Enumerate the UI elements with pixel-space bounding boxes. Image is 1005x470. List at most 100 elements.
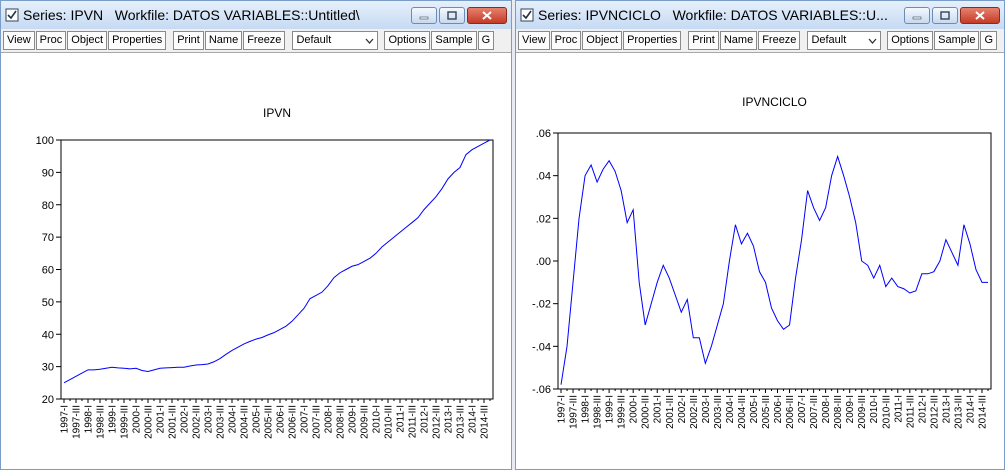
x-tick-label: 2000-I (132, 405, 143, 433)
icon-box (5, 8, 19, 22)
x-tick-label: 1998-III (593, 395, 604, 429)
toolbar-button[interactable]: G (980, 31, 997, 50)
button-group: Print Name Freeze (688, 31, 801, 50)
y-tick-label: 20 (42, 394, 54, 406)
x-tick-label: 2013-III (456, 405, 467, 439)
x-tick-label: 2004-I (725, 395, 736, 423)
icon-box (520, 8, 534, 22)
minimize-button[interactable] (904, 6, 930, 24)
x-tick-label: 2013-III (953, 395, 964, 429)
x-tick-label: 2003-I (701, 395, 712, 423)
y-tick-label: -.02 (532, 299, 551, 311)
dropdown-value: Default (811, 34, 847, 46)
x-tick-label: 2011-III (408, 405, 419, 438)
series-window: Series: IPVN Workfile: DATOS VARIABLES::… (0, 0, 512, 470)
view-dropdown[interactable]: Default (292, 31, 379, 50)
glyph (447, 10, 457, 20)
toolbar-button[interactable]: Object (582, 31, 623, 50)
toolbar: View Proc Object Properties Print Name Freeze D… (516, 29, 1004, 53)
y-tick-label: 50 (42, 297, 54, 309)
chart-title: IPVNCICLO (742, 95, 807, 109)
x-tick-label: 2001-III (168, 405, 179, 439)
series-window: Series: IPVNCICLO Workfile: DATOS VARIAB… (515, 0, 1005, 470)
button-group: Print Name Freeze (173, 31, 286, 50)
toolbar-button[interactable]: Name (204, 31, 243, 50)
toolbar-button[interactable]: View (3, 31, 35, 50)
x-tick-label: 2001-I (156, 405, 167, 433)
x-tick-label: 2006-I (276, 405, 287, 433)
x-tick-label: 2011-I (893, 395, 904, 423)
button-group: View Proc Object Properties (3, 31, 167, 50)
toolbar-button[interactable]: Print (688, 31, 719, 50)
view-dropdown[interactable]: Default (807, 31, 882, 50)
y-tick-label: 30 (42, 362, 54, 374)
toolbar-button[interactable]: Object (67, 31, 108, 50)
x-tick-label: 2014-I (468, 405, 479, 433)
plot-frame (557, 132, 992, 390)
x-tick-label: 2010-I (869, 395, 880, 423)
x-tick-label: 2008-III (336, 405, 347, 439)
x-tick-label: 1997-III (72, 405, 83, 439)
minimize-button[interactable] (411, 6, 437, 24)
y-tick-label: 90 (42, 167, 54, 179)
x-tick-label: 2010-III (384, 405, 395, 439)
y-tick-label: 40 (42, 329, 54, 341)
maximize-button[interactable] (932, 6, 958, 24)
x-tick-label: 1999-III (120, 405, 131, 439)
x-tick-label: 2003-I (204, 405, 215, 433)
toolbar-button[interactable]: Freeze (758, 31, 801, 50)
toolbar-button[interactable]: Print (173, 31, 204, 50)
x-tick-label: 2009-III (857, 395, 868, 429)
toolbar-button[interactable]: Sample (431, 31, 477, 50)
minimize-glyph (419, 16, 429, 19)
x-tick-label: 2009-I (348, 405, 359, 433)
arrow (868, 38, 877, 44)
dropdown-arrow (365, 38, 374, 44)
glyph (482, 10, 492, 20)
x-tick-label: 2002-III (192, 405, 203, 439)
y-tick-label: 60 (42, 265, 54, 277)
toolbar-button[interactable]: Proc (550, 31, 582, 50)
x-tick-label: 2014-III (977, 395, 988, 429)
x-tick-label: 2012-I (420, 405, 431, 433)
x-tick-label: 2005-I (749, 395, 760, 423)
x-tick-label: 2004-III (737, 395, 748, 429)
toolbar-button[interactable]: Proc (35, 31, 67, 50)
toolbar-button[interactable]: Freeze (243, 31, 286, 50)
x-tick-label: 1997-I (60, 405, 71, 433)
button-group: Options Sample G (887, 31, 998, 50)
toolbar-button[interactable]: Properties (623, 31, 682, 50)
toolbar-button[interactable]: View (518, 31, 550, 50)
x-tick-label: 2000-I (629, 395, 640, 423)
maximize-glyph (940, 10, 950, 20)
x-tick-label: 2007-III (809, 395, 820, 429)
toolbar-button[interactable]: Sample (934, 31, 980, 50)
toolbar-button[interactable]: Options (887, 31, 934, 50)
x-tick-label: 2005-I (252, 405, 263, 433)
toolbar-button[interactable]: Properties (108, 31, 167, 50)
toolbar-button[interactable]: Name (719, 31, 758, 50)
x-tick-label: 1998-III (96, 405, 107, 439)
x-tick-label: 2002-I (180, 405, 191, 433)
toolbar-button[interactable]: G (477, 31, 495, 50)
x-tick-label: 1999-III (617, 395, 628, 429)
x-tick-label: 2014-I (965, 395, 976, 423)
x-tick-label: 2006-I (773, 395, 784, 423)
toolbar: View Proc Object Properties Print Name Freeze D… (1, 29, 511, 53)
close-button[interactable] (960, 6, 1000, 24)
glyph (912, 16, 922, 19)
maximize-button[interactable] (439, 6, 465, 24)
dropdown-value: Default (296, 34, 332, 46)
x-tick-label: 2002-I (677, 395, 688, 423)
x-tick-label: 2007-III (312, 405, 323, 439)
x-tick-label: 2003-III (216, 405, 227, 439)
series-line (63, 139, 491, 384)
x-tick-label: 2014-III (480, 405, 491, 439)
x-tick-label: 2009-I (845, 395, 856, 423)
x-tick-label: 1997-III (569, 395, 580, 429)
toolbar-button[interactable]: Options (384, 31, 431, 50)
close-button[interactable] (467, 6, 507, 24)
x-tick-label: 2002-III (689, 395, 700, 429)
